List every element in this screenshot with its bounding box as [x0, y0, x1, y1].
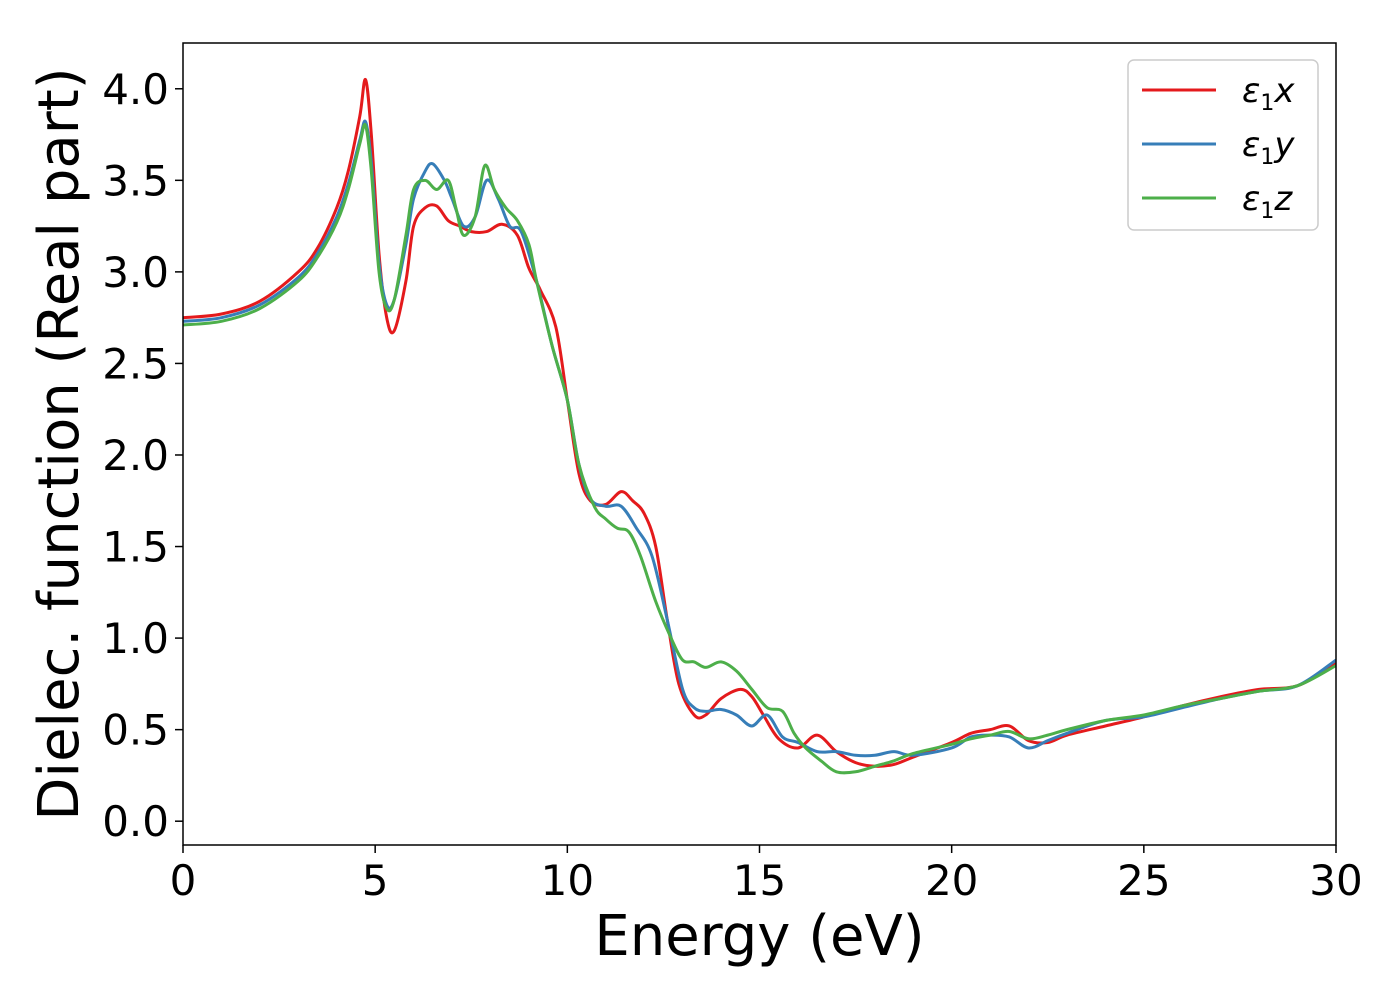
- legend-label-x: ε1x: [1242, 71, 1295, 116]
- x-tick-label: 25: [1117, 856, 1170, 905]
- legend-label-y: ε1y: [1242, 125, 1295, 170]
- y-tick-label: 3.5: [102, 156, 169, 205]
- x-tick-label: 10: [541, 856, 594, 905]
- x-tick-label: 15: [733, 856, 786, 905]
- x-axis-title: Energy (eV): [594, 904, 924, 969]
- y-tick-label: 3.0: [102, 248, 169, 297]
- legend: ε1x ε1y ε1z: [1127, 59, 1319, 231]
- x-axis: 0 5 10 15 20 25 30: [170, 845, 1363, 905]
- y-tick-label: 1.0: [102, 614, 169, 663]
- x-tick-label: 30: [1309, 856, 1362, 905]
- y-tick-label: 4.0: [102, 65, 169, 114]
- y-axis: 0.0 0.5 1.0 1.5 2.0 2.5 3.0 3.5 4.0: [102, 65, 183, 846]
- y-tick-label: 0.5: [102, 706, 169, 755]
- y-tick-label: 0.0: [102, 797, 169, 846]
- y-tick-label: 2.0: [102, 431, 169, 480]
- legend-box: [1127, 59, 1319, 231]
- x-tick-label: 20: [925, 856, 978, 905]
- x-tick-label: 5: [362, 856, 389, 905]
- y-tick-label: 2.5: [102, 339, 169, 388]
- x-tick-label: 0: [170, 856, 197, 905]
- series-line-z: [183, 122, 1336, 775]
- y-tick-label: 1.5: [102, 523, 169, 572]
- legend-label-z: ε1z: [1242, 179, 1293, 224]
- y-axis-title: Dielec. function (Real part): [27, 67, 92, 820]
